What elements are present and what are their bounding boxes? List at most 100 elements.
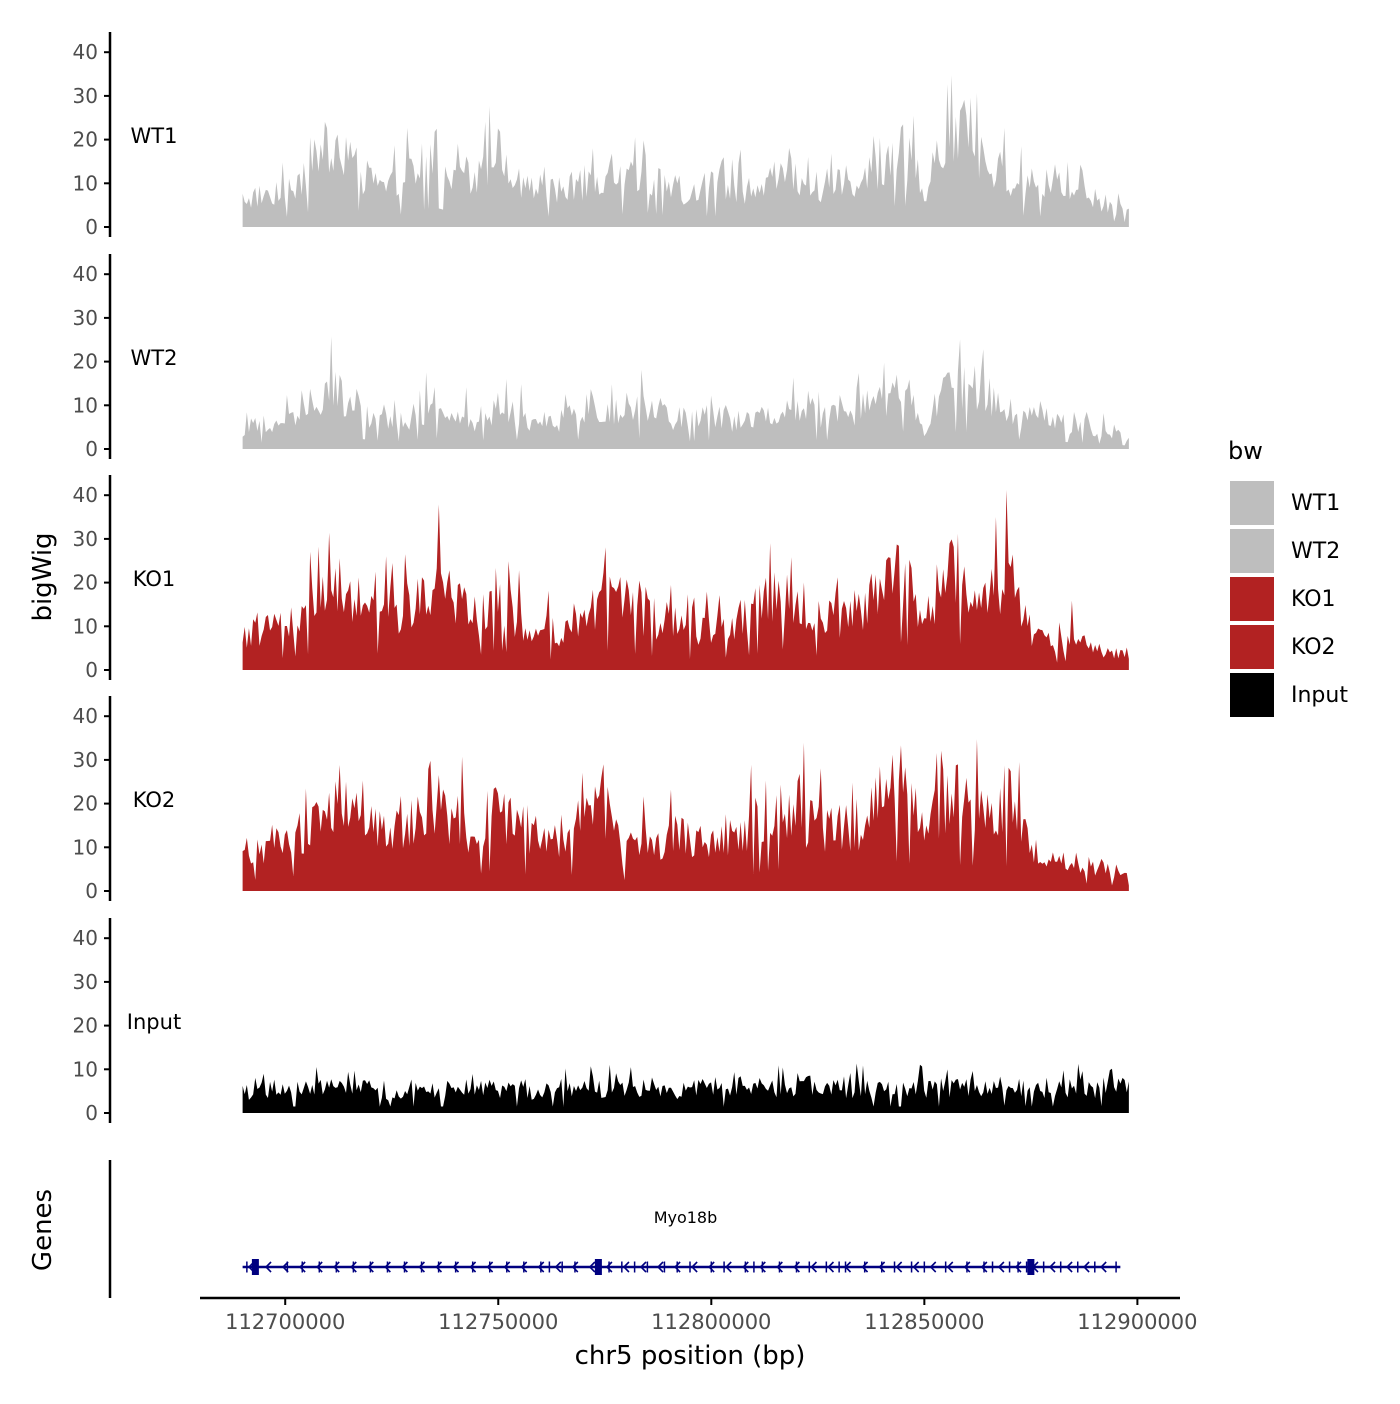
strand-arrow (639, 1261, 647, 1273)
y-tick-label: 10 (73, 835, 98, 859)
signal-area-input (242, 1063, 1129, 1113)
strand-arrow (298, 1261, 306, 1273)
y-tick-label: 40 (73, 483, 98, 507)
exon (301, 1261, 304, 1273)
exon (923, 1261, 926, 1273)
exon (753, 1261, 755, 1273)
strand-arrow (367, 1261, 374, 1273)
exon (621, 1261, 623, 1273)
strand-arrow (452, 1261, 460, 1273)
y-tick-label: 0 (85, 437, 98, 461)
exon (386, 1261, 389, 1273)
x-axis-title: chr5 position (bp) (575, 1341, 806, 1371)
legend-label-wt1: WT1 (1291, 491, 1340, 516)
strand-arrow (690, 1261, 698, 1273)
strand-arrow (588, 1261, 596, 1273)
y-tick-label: 40 (73, 40, 98, 64)
strand-arrow (759, 1261, 766, 1273)
exon (676, 1261, 678, 1273)
exon (540, 1261, 542, 1273)
exon (910, 1261, 913, 1273)
strand-arrow (316, 1261, 323, 1273)
strand-arrow (435, 1261, 443, 1273)
exon (454, 1261, 457, 1273)
legend-key-ko1 (1230, 577, 1274, 621)
x-tick-label: 112900000 (1077, 1310, 1197, 1334)
strand-arrow (264, 1261, 272, 1273)
legend: bw WT1 WT2 KO1 KO2 Input (1228, 437, 1348, 717)
genes-track: Myo18b (108, 1160, 1121, 1298)
strand-arrow (469, 1261, 477, 1273)
exon (944, 1261, 947, 1273)
track-label-input: Input (127, 1010, 181, 1034)
strand-arrow (1100, 1261, 1107, 1273)
strand-arrow (401, 1261, 408, 1273)
y-axis-title: bigWig (28, 532, 58, 621)
exon (1027, 1259, 1035, 1275)
exon (689, 1261, 691, 1273)
exon (880, 1261, 883, 1273)
x-axis: 112700000 112750000 112800000 112850000 1129… (200, 1296, 1198, 1334)
strand-arrow (929, 1261, 937, 1273)
strand-arrow (963, 1261, 971, 1273)
y-tick-label: 40 (73, 704, 98, 728)
y-tick-label: 20 (73, 1014, 98, 1038)
strand-arrow (281, 1261, 289, 1273)
legend-key-input (1230, 673, 1274, 717)
exon (420, 1261, 423, 1273)
y-tick-label: 10 (73, 393, 98, 417)
genes-track-title: Genes (28, 1189, 58, 1271)
y-tick-label: 10 (73, 171, 98, 195)
x-tick-label: 112750000 (438, 1310, 558, 1334)
exon (599, 1261, 602, 1273)
strand-arrow (708, 1261, 715, 1273)
exon (795, 1261, 798, 1273)
strand-arrow (605, 1261, 613, 1273)
gene-myo18b: Myo18b (242, 1208, 1121, 1275)
legend-title: bw (1228, 437, 1263, 465)
y-tick-label: 20 (73, 128, 98, 152)
exon (1115, 1261, 1117, 1273)
strand-arrow (980, 1261, 988, 1273)
track-ko1: 0 10 20 30 40 KO1 (73, 475, 1129, 682)
y-tick-label: 40 (73, 262, 98, 286)
exon (251, 1259, 259, 1275)
strand-arrow (537, 1261, 545, 1273)
exon (633, 1261, 636, 1273)
exon (352, 1261, 355, 1273)
strand-arrow (571, 1261, 579, 1273)
strand-arrow (827, 1261, 835, 1273)
exon (744, 1261, 747, 1273)
exon (561, 1261, 563, 1273)
y-tick-label: 10 (73, 1057, 98, 1081)
signal-area-wt2 (242, 336, 1129, 449)
signal-area-ko1 (242, 490, 1129, 670)
y-tick-label: 0 (85, 658, 98, 682)
exon (761, 1261, 764, 1273)
legend-label-input: Input (1291, 683, 1348, 708)
exon (778, 1261, 781, 1273)
strand-arrow (1082, 1261, 1090, 1273)
exon (369, 1261, 372, 1273)
y-tick-label: 0 (85, 215, 98, 239)
exon (808, 1261, 811, 1273)
exon (286, 1261, 289, 1273)
exon (663, 1261, 666, 1273)
strand-arrow (384, 1261, 391, 1273)
track-ko2: 0 10 20 30 40 KO2 (73, 696, 1129, 903)
strand-arrow (810, 1261, 818, 1273)
strand-arrow (742, 1261, 749, 1273)
exon (838, 1261, 840, 1273)
x-tick-label: 112800000 (651, 1310, 771, 1334)
strand-arrow (1065, 1261, 1073, 1273)
exon (646, 1261, 649, 1273)
track-label-ko1: KO1 (133, 567, 176, 591)
strand-arrow (725, 1261, 732, 1273)
strand-arrow (418, 1261, 426, 1273)
exon (335, 1261, 338, 1273)
y-tick-label: 30 (73, 527, 98, 551)
signal-tracks: 0 10 20 30 40 WT1 0 10 20 30 40 WT2 0 10 20 30 40 KO1 0 10 2… (73, 32, 1129, 1125)
strand-arrow (997, 1261, 1005, 1273)
